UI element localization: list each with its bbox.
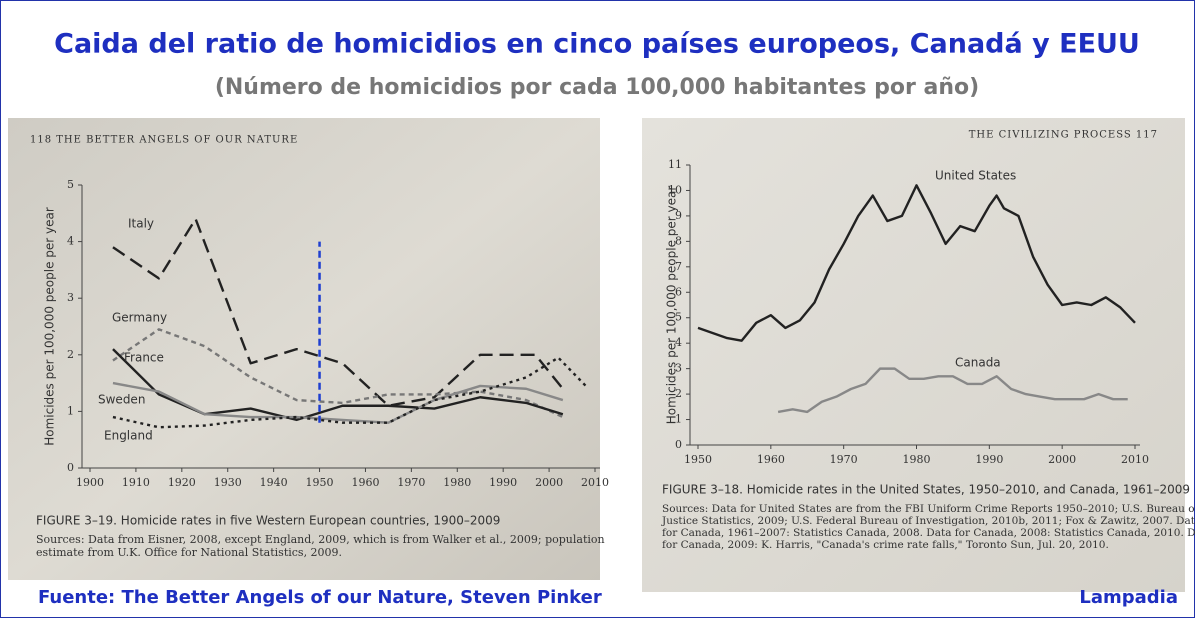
y-axis-label: Homicides per 100,000 people per year: [43, 207, 57, 446]
y-tick-label: 4: [67, 235, 74, 248]
page-header: 118 THE BETTER ANGELS OF OUR NATURE: [30, 135, 298, 146]
x-tick-label: 1950: [306, 476, 334, 489]
y-tick-label: 2: [67, 348, 74, 361]
y-tick-label: 6: [675, 285, 682, 298]
y-tick-label: 0: [67, 461, 74, 474]
y-tick-label: 7: [675, 260, 682, 273]
series-label: Canada: [955, 356, 1001, 370]
source: Fuente: The Better Angels of our Nature,…: [38, 587, 602, 608]
series-label: Italy: [128, 217, 154, 231]
x-tick-label: 1970: [830, 453, 858, 466]
page-header: THE CIVILIZING PROCESS 117: [969, 130, 1158, 141]
x-tick-label: 1920: [168, 476, 196, 489]
series-label: Sweden: [98, 393, 145, 407]
y-tick-label: 3: [67, 291, 74, 304]
y-tick-label: 8: [675, 234, 682, 247]
x-tick-label: 1900: [76, 476, 104, 489]
y-tick-label: 9: [675, 209, 682, 222]
sources-line: for Canada, 1961–2007: Statistics Canada…: [662, 527, 1195, 539]
series-line: [112, 381, 564, 424]
y-tick-label: 3: [675, 362, 682, 375]
x-tick-label: 2010: [1121, 453, 1149, 466]
subtitle: (Número de homicidios por cada 100,000 h…: [215, 75, 979, 100]
x-tick-label: 2010: [581, 476, 609, 489]
x-tick-label: 1980: [903, 453, 931, 466]
sources-line: estimate from U.K. Office for National S…: [36, 546, 342, 559]
x-tick-label: 1950: [684, 453, 712, 466]
y-tick-label: 0: [675, 438, 682, 451]
title: Caida del ratio de homicidios en cinco p…: [54, 29, 1140, 60]
x-tick-label: 1930: [214, 476, 242, 489]
y-tick-label: 10: [668, 183, 682, 196]
x-tick-label: 1990: [489, 476, 517, 489]
sources-line: Justice Statistics, 2009; U.S. Federal B…: [661, 515, 1195, 527]
y-tick-label: 1: [67, 404, 74, 417]
series-label: England: [104, 429, 153, 443]
x-tick-label: 1970: [397, 476, 425, 489]
series-label: France: [124, 351, 164, 365]
brand: Lampadia: [1079, 587, 1178, 608]
series-label: United States: [935, 169, 1016, 183]
sources-line: Sources: Data from Eisner, 2008, except …: [36, 533, 605, 546]
x-tick-label: 1940: [260, 476, 288, 489]
series-line: [697, 184, 1136, 342]
x-tick-label: 2000: [535, 476, 563, 489]
figure-caption: FIGURE 3–18. Homicide rates in the Unite…: [662, 483, 1190, 497]
x-tick-label: 1910: [122, 476, 150, 489]
y-tick-label: 11: [668, 158, 682, 171]
series-line: [112, 356, 587, 429]
y-axis-label: Homicides per 100,000 people per year: [665, 186, 679, 425]
series-label: Germany: [112, 311, 167, 325]
x-tick-label: 1990: [975, 453, 1003, 466]
series-line: [777, 367, 1128, 414]
x-tick-label: 1960: [351, 476, 379, 489]
y-tick-label: 5: [67, 178, 74, 191]
x-tick-label: 1980: [443, 476, 471, 489]
sources-line: for Canada, 2009: K. Harris, "Canada's c…: [662, 539, 1109, 551]
x-tick-label: 1960: [757, 453, 785, 466]
x-tick-label: 2000: [1048, 453, 1076, 466]
figure-caption: FIGURE 3–19. Homicide rates in five West…: [36, 514, 500, 528]
y-tick-label: 5: [675, 311, 682, 324]
y-tick-label: 4: [675, 336, 682, 349]
y-tick-label: 1: [675, 413, 682, 426]
sources-line: Sources: Data for United States are from…: [662, 503, 1195, 515]
page-photo: [8, 118, 600, 580]
y-tick-label: 2: [675, 387, 682, 400]
page-photo: [642, 118, 1185, 592]
